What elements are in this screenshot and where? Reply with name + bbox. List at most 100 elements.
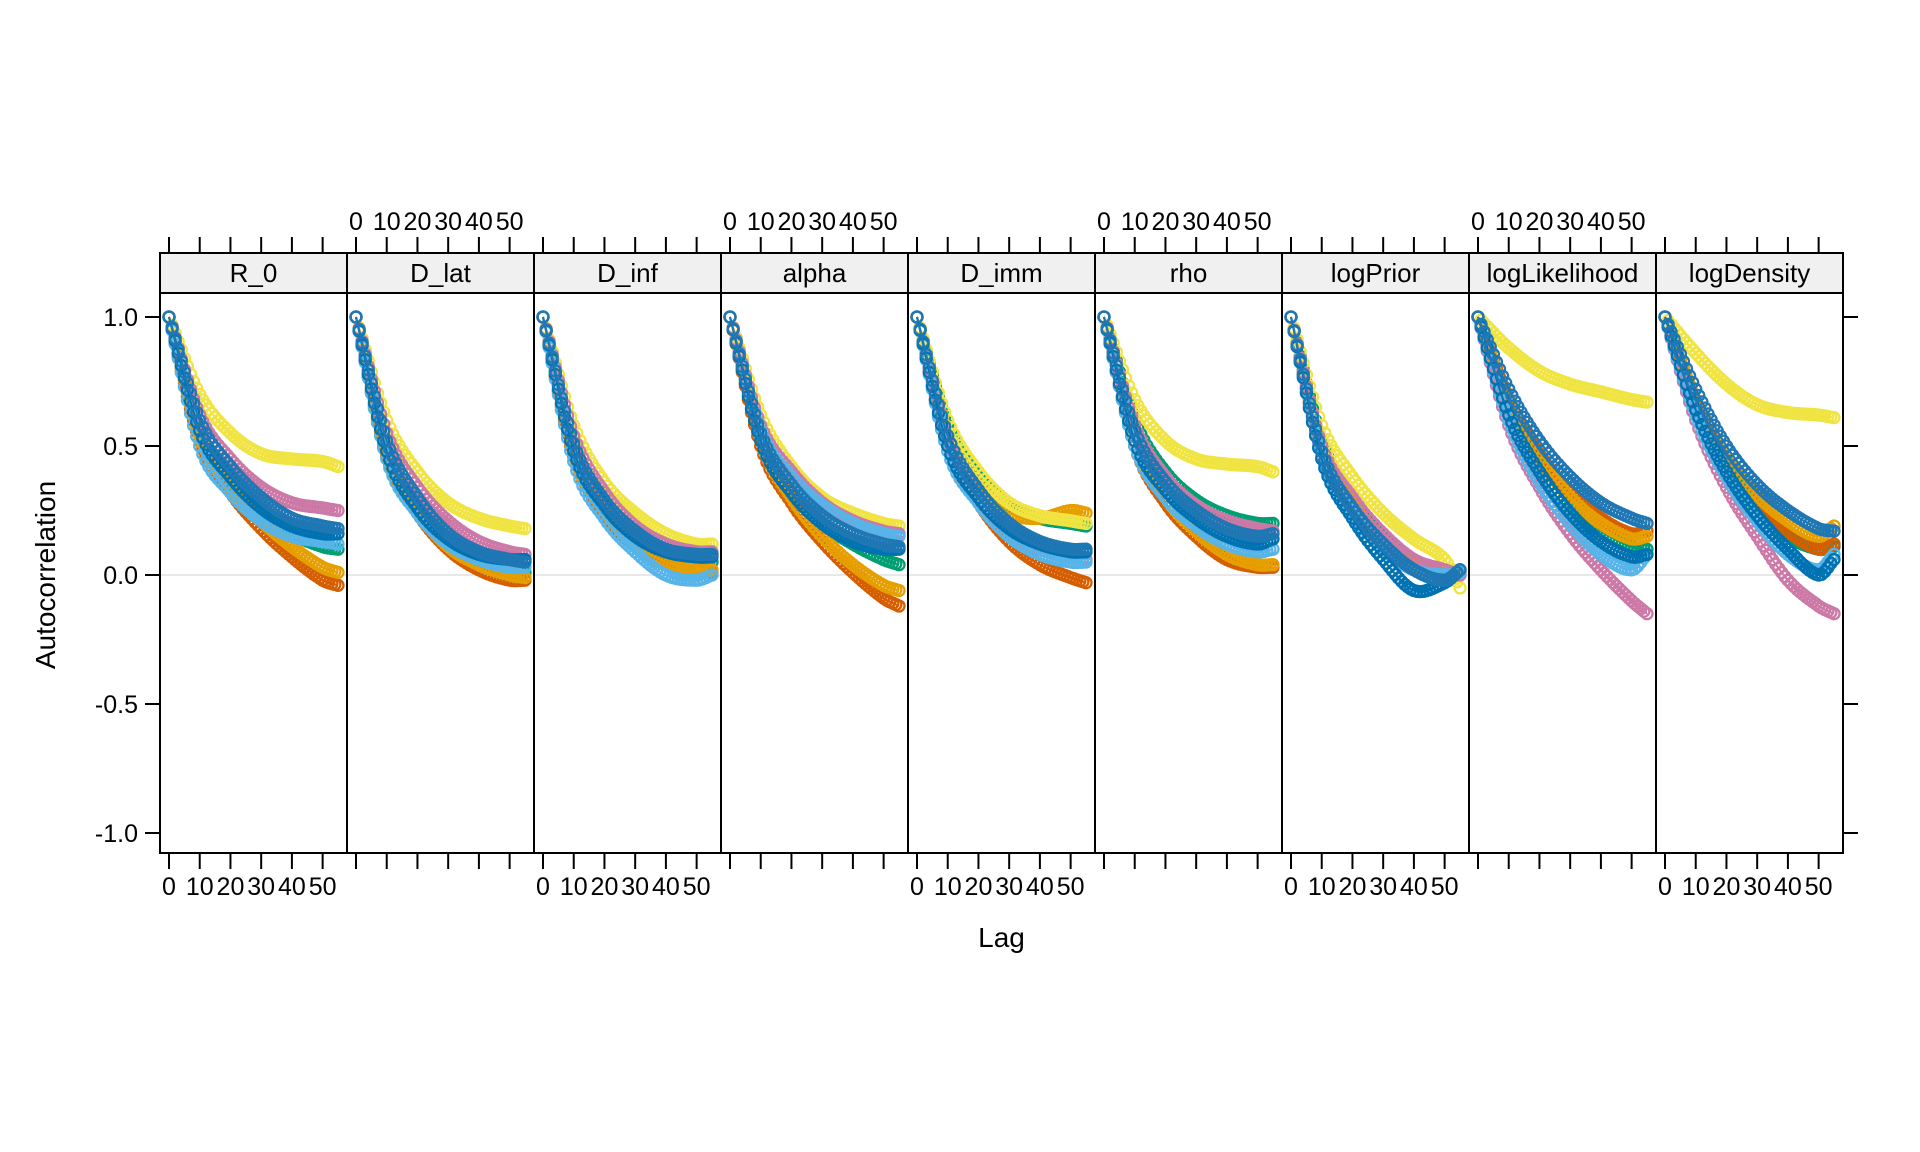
autocorrelation-axis-ticks (145, 316, 1858, 834)
top-lag-tick-label: 20 (778, 208, 806, 236)
panel-logDensity (1656, 293, 1843, 853)
bottom-lag-tick-label: 30 (247, 873, 275, 901)
panel-header-label: logDensity (1689, 258, 1810, 288)
panel-header (159, 252, 348, 294)
acf-series-blue-1 (349, 310, 532, 569)
bottom-lag-tick-label: 20 (591, 873, 619, 901)
top-lag-tick-label: 0 (1097, 208, 1111, 236)
bottom-lag-tick-label: 50 (1057, 873, 1085, 901)
panel-header-label: D_imm (960, 258, 1042, 288)
acf-series-blue-1 (910, 310, 1093, 557)
bottom-lag-tick-label: 20 (1713, 873, 1741, 901)
panel-header (1468, 252, 1657, 294)
bottom-lag-tick-label: 10 (1308, 873, 1336, 901)
top-lag-tick-label: 30 (1182, 208, 1210, 236)
top-lag-tick-label: 0 (723, 208, 737, 236)
bottom-lag-tick-label: 10 (560, 873, 588, 901)
bottom-lag-tick-label: 40 (1774, 873, 1802, 901)
top-lag-tick-label: 50 (1618, 208, 1646, 236)
y-tick-label: 0.0 (103, 562, 138, 590)
bottom-lag-tick-label: 20 (965, 873, 993, 901)
top-lag-tick-label: 50 (496, 208, 524, 236)
bottom-lag-tick-label: 0 (1658, 873, 1672, 901)
top-lag-tick-label: 50 (870, 208, 898, 236)
panel-R_0 (160, 293, 347, 853)
top-lag-tick-label: 20 (1152, 208, 1180, 236)
top-lag-tick-label: 10 (1495, 208, 1523, 236)
panel-header (1094, 252, 1283, 294)
panel-header-label: rho (1170, 258, 1208, 288)
top-lag-tick-label: 0 (1471, 208, 1485, 236)
panel-header-label: alpha (783, 258, 847, 288)
panel-logLikelihood (1469, 293, 1656, 853)
top-lag-tick-label: 30 (808, 208, 836, 236)
acf-series-blue-1 (1097, 310, 1280, 543)
panel-D_imm (908, 293, 1095, 853)
bottom-lag-tick-label: 0 (910, 873, 924, 901)
top-lag-tick-label: 40 (839, 208, 867, 236)
y-tick-label: 1.0 (103, 304, 138, 332)
y-axis-title: Autocorrelation (30, 480, 61, 670)
panel-header-label: R_0 (230, 258, 278, 288)
top-lag-tick-label: 30 (434, 208, 462, 236)
x-axis-title: Lag (978, 922, 1025, 953)
bottom-lag-tick-label: 20 (217, 873, 245, 901)
panel-D_inf (534, 293, 721, 853)
panel-D_lat (347, 293, 534, 853)
top-lag-tick-label: 10 (373, 208, 401, 236)
top-lag-tick-label: 40 (1213, 208, 1241, 236)
bottom-lag-tick-label: 0 (1284, 873, 1298, 901)
panel-border (1655, 292, 1844, 854)
top-lag-tick-label: 30 (1556, 208, 1584, 236)
top-lag-tick-label: 10 (1121, 208, 1149, 236)
acf-series-blue-2 (1658, 310, 1841, 582)
panel-header (533, 252, 722, 294)
bottom-lag-tick-label: 50 (683, 873, 711, 901)
panel-header-label: logPrior (1331, 258, 1421, 288)
bottom-lag-tick-label: 10 (1682, 873, 1710, 901)
panel-header-label: logLikelihood (1487, 258, 1639, 288)
top-lag-tick-label: 50 (1244, 208, 1272, 236)
y-tick-label: 0.5 (103, 433, 138, 461)
bottom-lag-tick-label: 30 (621, 873, 649, 901)
bottom-lag-tick-label: 10 (934, 873, 962, 901)
acf-series-yellow (910, 310, 1093, 531)
top-lag-tick-label: 10 (747, 208, 775, 236)
bottom-lag-tick-label: 40 (278, 873, 306, 901)
lag-axis-ticks (168, 237, 1820, 869)
acf-series-blue-1 (1284, 310, 1467, 587)
acf-series-blue-1 (1471, 310, 1654, 531)
bottom-lag-tick-label: 40 (652, 873, 680, 901)
panel-rho (1095, 293, 1282, 853)
bottom-lag-tick-label: 30 (995, 873, 1023, 901)
acf-series-blue-1 (1658, 310, 1841, 538)
bottom-lag-tick-label: 50 (1805, 873, 1833, 901)
top-lag-tick-label: 20 (404, 208, 432, 236)
top-lag-tick-label: 40 (465, 208, 493, 236)
bottom-lag-tick-label: 20 (1339, 873, 1367, 901)
panel-header (1655, 252, 1844, 294)
acf-series-blue-1 (536, 310, 719, 562)
bottom-lag-tick-label: 10 (186, 873, 214, 901)
acf-series-yellow (1471, 310, 1654, 409)
panel-logPrior (1282, 293, 1469, 853)
bottom-lag-tick-label: 30 (1369, 873, 1397, 901)
bottom-lag-tick-label: 50 (309, 873, 337, 901)
panel-alpha (721, 293, 908, 853)
bottom-lag-tick-label: 30 (1743, 873, 1771, 901)
bottom-lag-tick-label: 40 (1026, 873, 1054, 901)
panel-header (346, 252, 535, 294)
acf-series-blue-1 (723, 310, 906, 554)
bottom-lag-tick-label: 40 (1400, 873, 1428, 901)
bottom-lag-tick-label: 0 (162, 873, 176, 901)
top-lag-tick-label: 40 (1587, 208, 1615, 236)
panel-header-label: D_inf (597, 258, 658, 288)
acf-series-blue-1 (162, 310, 345, 536)
bottom-lag-tick-label: 50 (1431, 873, 1459, 901)
bottom-lag-tick-label: 0 (536, 873, 550, 901)
panel-header-label: D_lat (410, 258, 471, 288)
top-lag-tick-label: 0 (349, 208, 363, 236)
y-tick-label: -0.5 (95, 691, 138, 719)
